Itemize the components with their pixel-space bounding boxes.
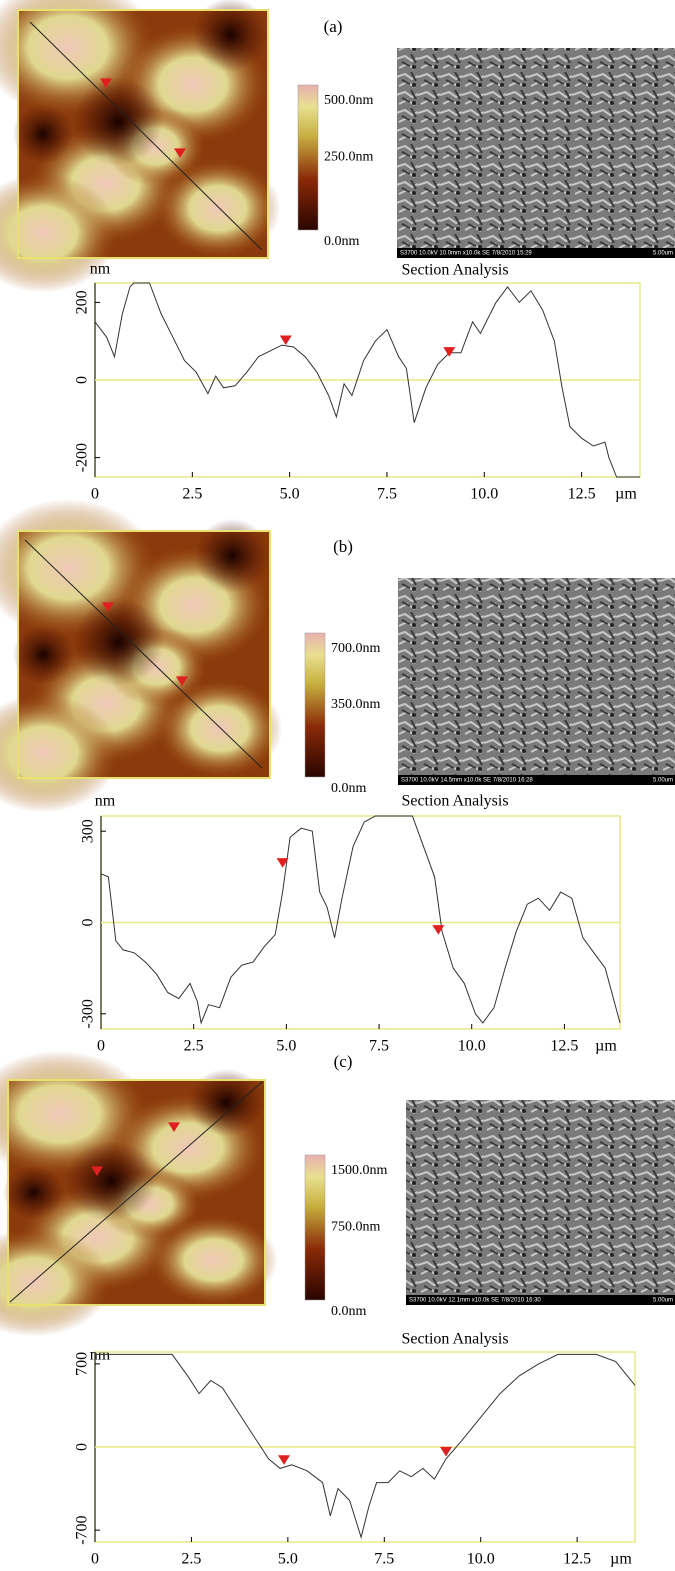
panel-label: (a): [324, 17, 343, 36]
colorbar: [305, 633, 325, 777]
x-unit: µm: [610, 1551, 632, 1568]
x-tick-label: 5.0: [278, 1551, 298, 1568]
x-tick-label: 0: [91, 486, 99, 503]
x-tick-label: 7.5: [374, 1551, 394, 1568]
colorbar-label: 700.0nm: [331, 641, 381, 656]
afm-pit: [188, 1069, 265, 1137]
sem-scale: 5.00um: [653, 778, 673, 784]
sem-scale: 5.00um: [653, 1298, 673, 1304]
profile-line: [101, 816, 620, 1023]
x-tick-label: 12.5: [568, 486, 596, 503]
x-tick-label: 0: [97, 1038, 105, 1055]
y-tick-label: 0: [80, 919, 97, 927]
chart-title: Section Analysis: [401, 262, 508, 279]
y-tick-label: -200: [74, 443, 91, 472]
x-tick-label: 10.0: [458, 1038, 486, 1055]
x-unit: µm: [615, 486, 637, 503]
colorbar-label: 0.0nm: [331, 781, 367, 796]
x-unit: µm: [595, 1038, 617, 1055]
sem-caption: S3700 10.0kV 12.1mm x10.0k SE 7/8/2010 1…: [409, 1298, 541, 1304]
x-tick-label: 7.5: [369, 1038, 389, 1055]
x-tick-label: 10.0: [467, 1551, 495, 1568]
y-axis-label: nm: [90, 261, 111, 278]
sem-caption: S3700 10.0kV 10.0mm x10.0k SE 7/8/2010 1…: [400, 251, 532, 257]
x-tick-label: 5.0: [276, 1038, 296, 1055]
afm-pit: [73, 77, 163, 166]
x-tick-label: 12.5: [550, 1038, 578, 1055]
y-tick-label: 0: [74, 376, 91, 384]
afm-pit: [73, 598, 164, 687]
colorbar-label: 500.0nm: [324, 93, 374, 108]
x-tick-label: 0: [91, 1551, 99, 1568]
colorbar: [305, 1155, 325, 1300]
afm-pit: [194, 519, 270, 593]
figure: (a) 500.0nm 250.0nm 0.0nm S3700 10.0kV 10.0m…: [0, 0, 675, 1571]
y-tick-label: -700: [74, 1515, 91, 1544]
x-tick-label: 12.5: [563, 1551, 591, 1568]
colorbar-label: 250.0nm: [324, 150, 374, 165]
chart-title: Section Analysis: [401, 793, 508, 810]
colorbar-label: 750.0nm: [331, 1220, 381, 1235]
section-marker: [278, 1455, 290, 1465]
y-tick-label: -300: [80, 999, 97, 1028]
x-tick-label: 10.0: [470, 486, 498, 503]
panel-label: (c): [334, 1052, 353, 1071]
afm-pit: [13, 625, 73, 684]
y-tick-label: 700: [74, 1352, 91, 1376]
sem-image: [406, 1100, 675, 1305]
afm-pit: [3, 1166, 65, 1220]
y-tick-label: 0: [74, 1443, 91, 1451]
y-tick-label: 200: [74, 290, 91, 314]
sem-scale: 5.00um: [653, 251, 673, 257]
panel-label: (b): [333, 537, 353, 556]
colorbar-label: 1500.0nm: [331, 1163, 388, 1178]
section-marker: [440, 1447, 452, 1457]
y-axis-label: nm: [90, 1347, 111, 1364]
x-tick-label: 5.0: [280, 486, 300, 503]
section-marker: [443, 347, 455, 357]
x-tick-label: 2.5: [182, 486, 202, 503]
afm-pit: [65, 1141, 158, 1222]
colorbar: [298, 85, 318, 230]
colorbar-label: 0.0nm: [331, 1304, 367, 1319]
sem-image: [398, 578, 675, 785]
y-axis-label: nm: [95, 793, 116, 810]
section-marker: [280, 335, 292, 345]
profile-line: [95, 1354, 635, 1537]
x-tick-label: 7.5: [377, 486, 397, 503]
y-tick-label: 300: [80, 819, 97, 843]
afm-pit: [13, 104, 73, 164]
colorbar-label: 350.0nm: [331, 697, 381, 712]
x-tick-label: 2.5: [181, 1551, 201, 1568]
chart-title: Section Analysis: [401, 1331, 508, 1348]
sem-image: [397, 48, 675, 258]
sem-caption: S3700 10.0kV 14.5mm x10.0k SE 7/8/2010 1…: [401, 778, 533, 784]
colorbar-label: 0.0nm: [324, 234, 360, 249]
x-tick-label: 2.5: [184, 1038, 204, 1055]
